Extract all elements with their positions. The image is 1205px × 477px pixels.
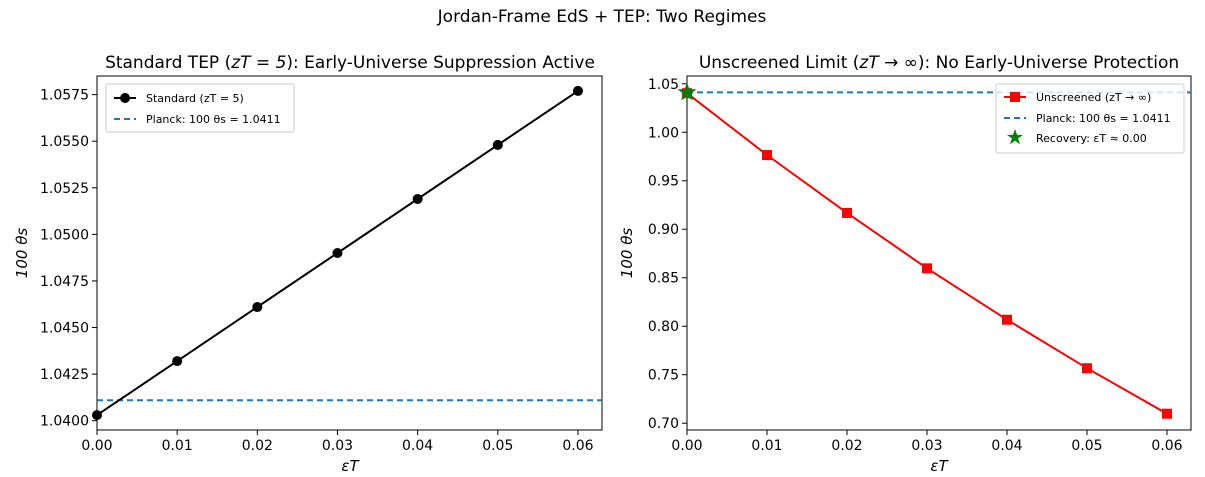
right-y-tick-label: 0.75 xyxy=(648,368,679,384)
left-y-axis-label: 100 θs xyxy=(13,228,31,279)
right-recovery-star xyxy=(677,82,697,101)
left-y-tick-label: 1.0550 xyxy=(40,134,89,150)
right-chart-layer: 0.00 0.01 0.02 0.03 0.04 0.05 0.06 0.70 0.75 0.80… xyxy=(648,77,1191,454)
left-y-tick-label: 1.0400 xyxy=(40,414,89,430)
right-legend-marker-unscreened xyxy=(1010,92,1020,102)
right-chart-title: Unscreened Limit (zT → ∞): No Early-Univ… xyxy=(699,53,1179,73)
left-y-tick-label: 1.0575 xyxy=(40,88,89,104)
right-y-tick-label: 0.80 xyxy=(648,319,679,335)
left-data-point xyxy=(492,139,503,150)
left-data-point xyxy=(412,193,423,204)
right-data-point xyxy=(1162,408,1172,419)
right-x-tick-label: 0.02 xyxy=(831,438,862,454)
right-x-tick-label: 0.04 xyxy=(991,438,1022,454)
right-title-prefix: Unscreened Limit ( xyxy=(699,53,860,73)
left-x-tick-label: 0.05 xyxy=(482,438,513,454)
right-y-tick-label: 0.70 xyxy=(648,416,679,432)
right-y-axis-label: 100 θs xyxy=(618,228,636,279)
left-legend-marker-standard xyxy=(120,93,130,103)
right-legend-marker-recovery xyxy=(1006,129,1024,145)
right-x-tick-label: 0.06 xyxy=(1151,438,1182,454)
right-panel: Unscreened Limit (zT → ∞): No Early-Univ… xyxy=(618,53,1192,475)
right-x-tick-label: 0.05 xyxy=(1071,438,1102,454)
figure-suptitle: Jordan-Frame EdS + TEP: Two Regimes xyxy=(437,7,767,27)
left-chart-layer: 0.00 0.01 0.02 0.03 0.04 0.05 0.06 1.0400 1.0425… xyxy=(40,85,602,454)
right-x-axis-label: εT xyxy=(930,457,949,475)
left-legend-box xyxy=(105,83,295,133)
right-data-point xyxy=(922,263,932,274)
left-title-suffix: ): Early-Universe Suppression Active xyxy=(286,53,595,73)
right-legend-label-unscreened: Unscreened (zT → ∞) xyxy=(1036,91,1151,104)
left-x-tick-label: 0.01 xyxy=(162,438,193,454)
right-plot-area xyxy=(686,75,1192,431)
right-y-tick-label: 0.95 xyxy=(648,174,679,190)
right-title-math: zT → ∞ xyxy=(858,53,918,73)
right-x-tick-label: 0.00 xyxy=(671,438,702,454)
left-chart-title: Standard TEP (zT = 5): Early-Universe Su… xyxy=(105,53,595,73)
left-panel: Standard TEP (zT = 5): Early-Universe Su… xyxy=(13,53,603,475)
left-data-point xyxy=(332,248,343,258)
left-x-tick-label: 0.02 xyxy=(242,438,273,454)
left-y-tick-label: 1.0450 xyxy=(40,321,89,337)
left-title-math: zT = 5 xyxy=(230,53,286,73)
left-x-tick-label: 0.03 xyxy=(322,438,353,454)
right-legend-label-recovery: Recovery: εT ≈ 0.00 xyxy=(1036,132,1147,145)
right-title-suffix: ): No Early-Universe Protection xyxy=(918,53,1179,73)
right-data-point xyxy=(842,207,852,218)
right-y-tick-label: 1.05 xyxy=(648,77,679,93)
right-x-tick-label: 0.03 xyxy=(911,438,942,454)
left-legend: Standard (zT = 5) Planck: 100 θs = 1.041… xyxy=(105,83,295,133)
right-y-tick-label: 0.85 xyxy=(648,271,679,287)
right-data-point xyxy=(1082,363,1092,374)
left-legend-label-standard: Standard (zT = 5) xyxy=(146,92,244,105)
left-y-tick-label: 1.0475 xyxy=(40,274,89,290)
right-x-tick-label: 0.01 xyxy=(751,438,782,454)
left-data-point xyxy=(572,85,583,96)
left-data-point xyxy=(252,302,263,313)
left-data-point xyxy=(92,410,102,421)
left-plot-area xyxy=(96,75,603,431)
left-y-tick-label: 1.0425 xyxy=(40,367,89,383)
right-legend: Unscreened (zT → ∞) Planck: 100 θs = 1.0… xyxy=(995,83,1185,154)
left-data-point xyxy=(172,356,183,367)
left-x-tick-label: 0.04 xyxy=(402,438,433,454)
right-data-point xyxy=(762,150,772,161)
left-x-tick-label: 0.00 xyxy=(81,438,112,454)
right-data-point xyxy=(1002,314,1012,325)
left-x-axis-label: εT xyxy=(341,457,360,475)
right-y-tick-label: 0.90 xyxy=(648,222,679,238)
left-legend-label-planck: Planck: 100 θs = 1.0411 xyxy=(146,113,281,126)
right-y-tick-label: 1.00 xyxy=(648,125,679,141)
left-x-tick-label: 0.06 xyxy=(562,438,593,454)
right-legend-label-planck: Planck: 100 θs = 1.0411 xyxy=(1036,112,1171,125)
left-title-prefix: Standard TEP ( xyxy=(105,53,231,73)
left-y-tick-label: 1.0525 xyxy=(40,181,89,197)
right-legend-box xyxy=(995,83,1185,154)
left-y-tick-label: 1.0500 xyxy=(40,227,89,243)
